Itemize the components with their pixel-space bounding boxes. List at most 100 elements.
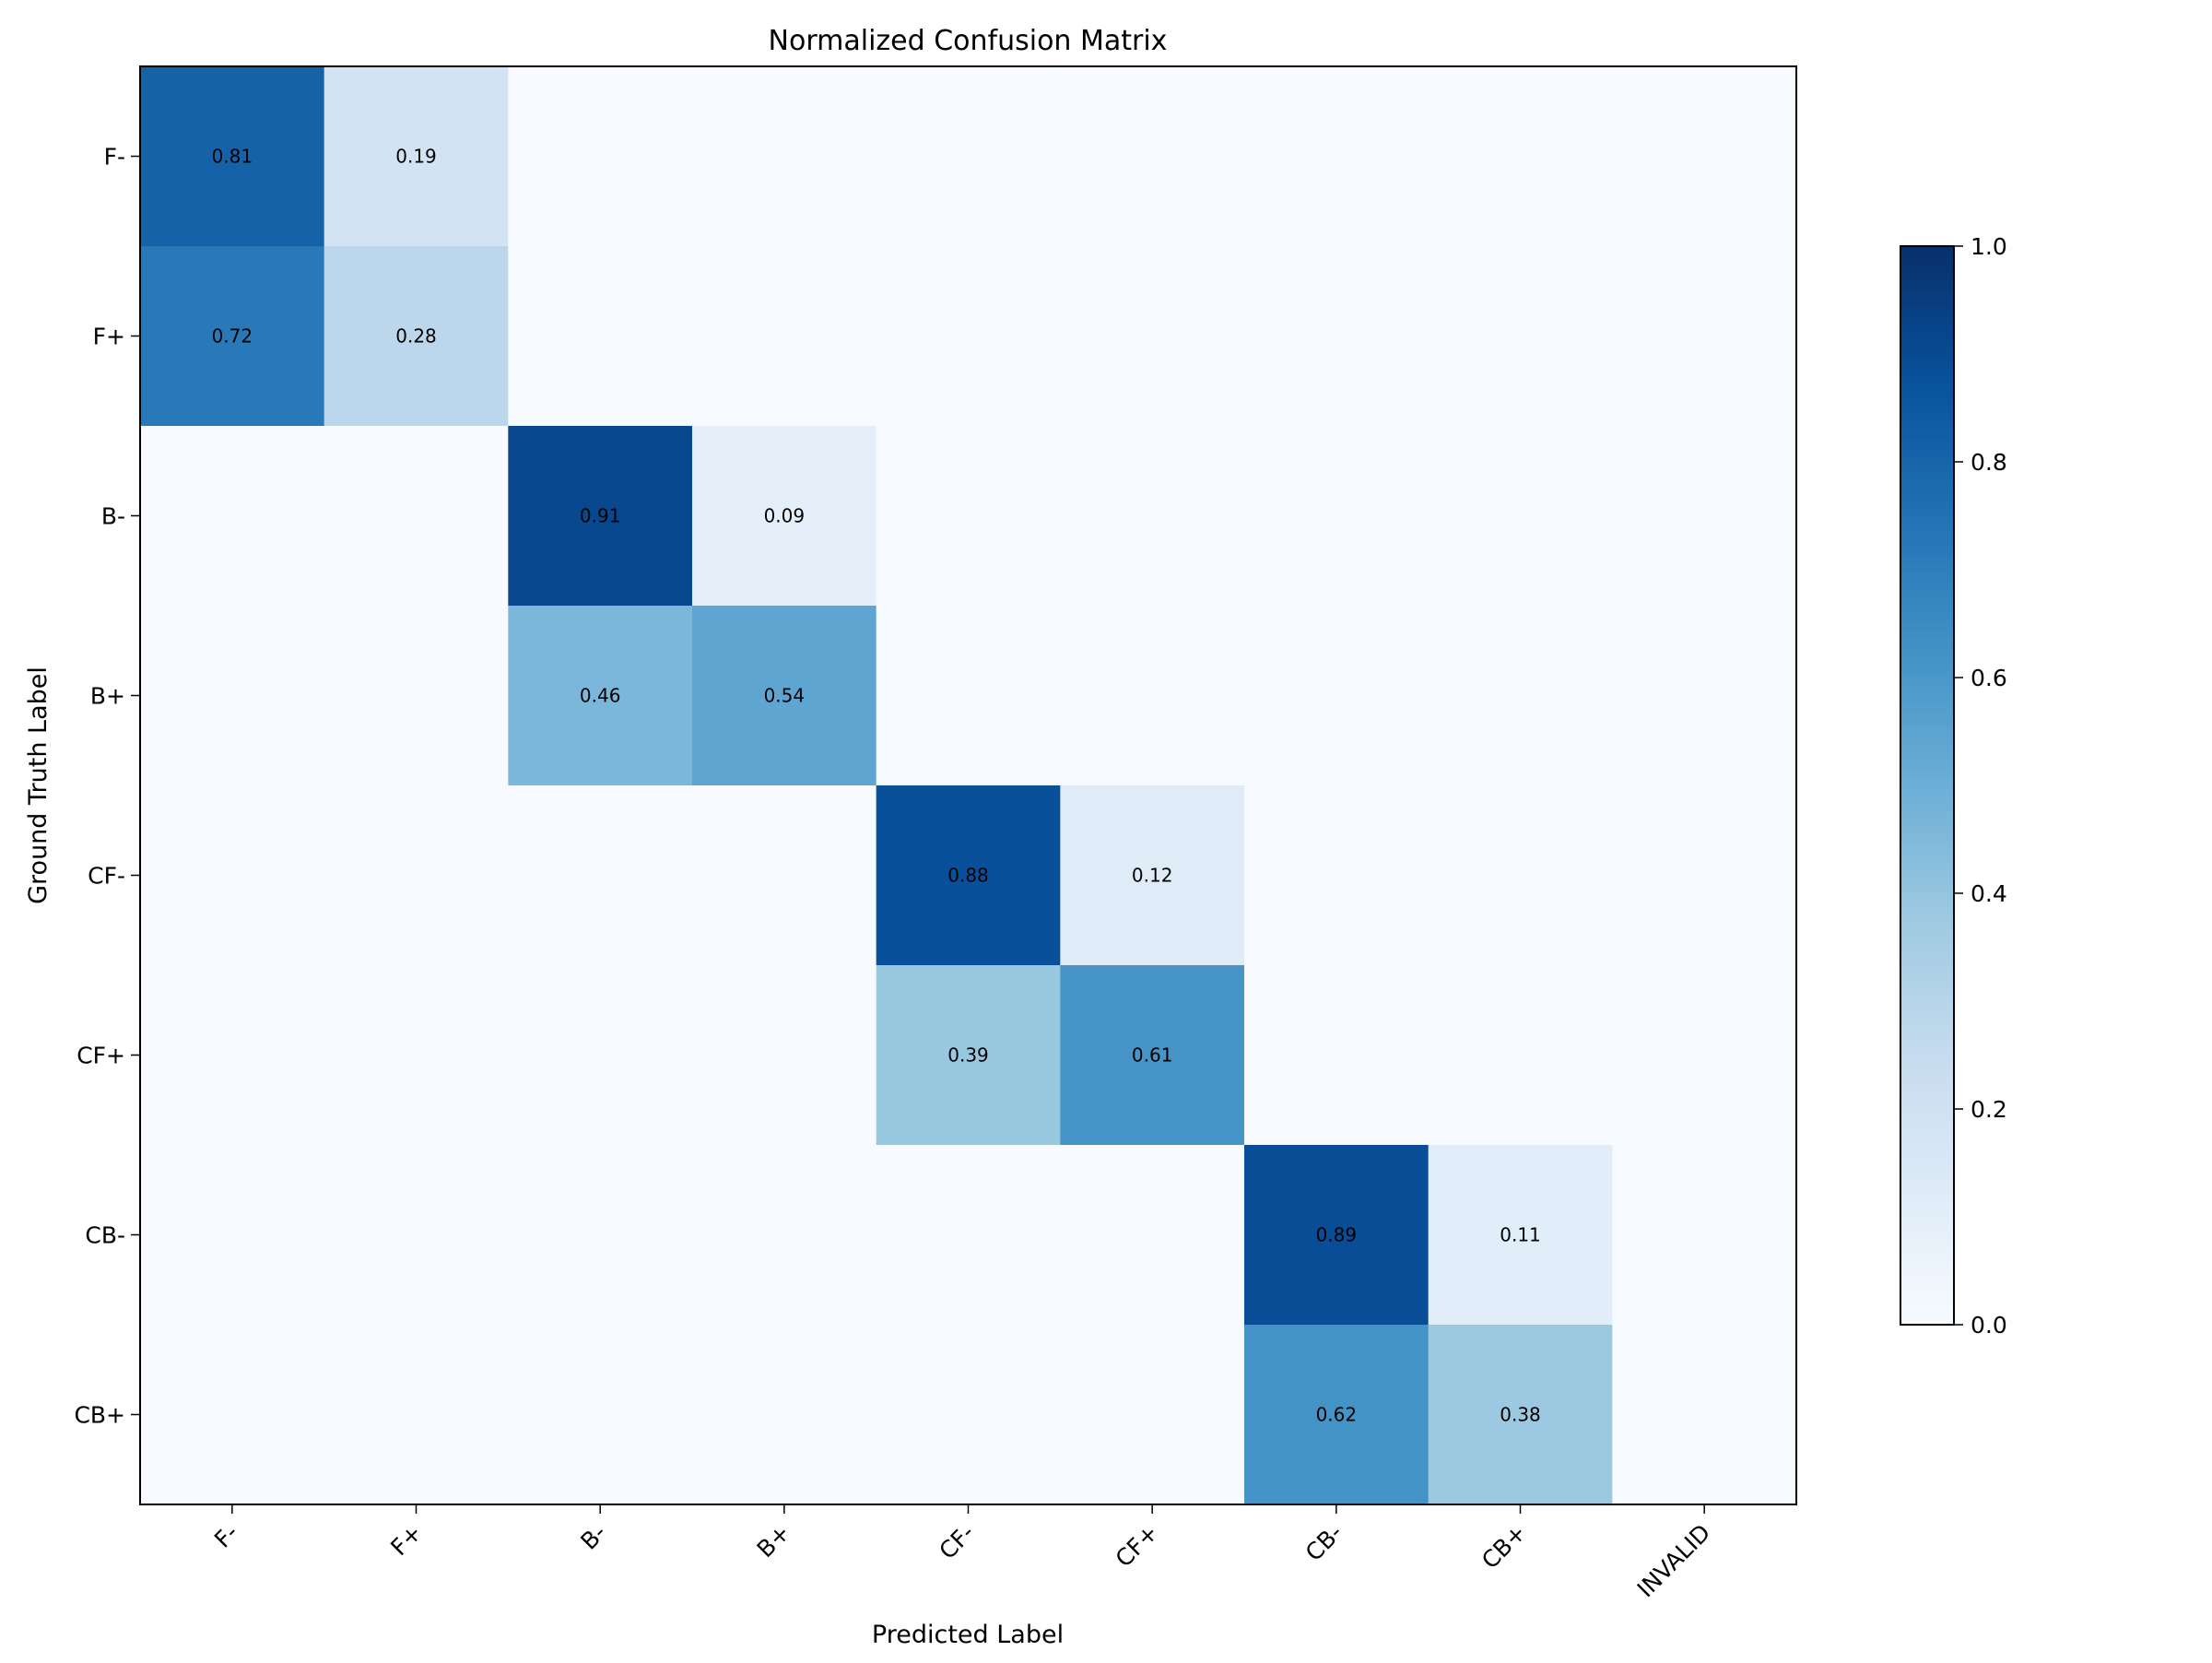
heatmap-cell-F+-CB- [1244, 246, 1430, 427]
heatmap-cell-B+-B+ [692, 606, 877, 786]
heatmap-cell-F+-F+ [324, 246, 509, 427]
heatmap-cell-B--CB- [1244, 426, 1430, 607]
heatmap-cell-CB--CF+ [1060, 1145, 1245, 1326]
cell-value-label: 0.81 [212, 146, 253, 168]
colorbar-tick-label: 0.6 [1971, 665, 2007, 691]
heatmap-cell-CB+-B- [508, 1325, 693, 1505]
x-tick-label: F+ [385, 1519, 427, 1561]
cell-value-label: 0.11 [1500, 1224, 1541, 1246]
cell-value-label: 0.46 [580, 685, 621, 707]
heatmap-cell-B+-CB+ [1428, 606, 1613, 786]
colorbar-tick-label: 0.8 [1971, 449, 2007, 476]
heatmap-cell-B+-F+ [324, 606, 509, 786]
heatmap-cell-CB+-CF- [876, 1325, 1061, 1505]
heatmap-cell-CF+-B- [508, 965, 693, 1146]
colorbar-tick-label: 0.2 [1971, 1096, 2007, 1123]
heatmap-cell-CF--INVALID [1612, 785, 1797, 966]
x-tick-label: CB+ [1477, 1519, 1532, 1575]
heatmap-cell-B+-B- [508, 606, 693, 786]
heatmap-cell-CF--CB- [1244, 785, 1430, 966]
heatmap-cell-CF--F- [140, 785, 325, 966]
heatmap-cell-F--CF+ [1060, 66, 1245, 247]
y-tick-label: B+ [90, 683, 125, 710]
cell-value-label: 0.91 [580, 505, 621, 527]
heatmap-cell-B--F- [140, 426, 325, 607]
x-tick-label: F- [209, 1519, 243, 1553]
colorbar-tick-label: 0.4 [1971, 880, 2007, 907]
x-tick-label: CB- [1300, 1519, 1347, 1566]
heatmap-cell-CF--CF+ [1060, 785, 1245, 966]
heatmap-cell-B+-F- [140, 606, 325, 786]
heatmap-cell-F--B- [508, 66, 693, 247]
heatmap-cell-B--CF+ [1060, 426, 1245, 607]
cell-value-label: 0.09 [764, 505, 806, 527]
heatmap-cell-F--CB- [1244, 66, 1430, 247]
heatmap-cell-F--INVALID [1612, 66, 1797, 247]
heatmap-cell-B--CB+ [1428, 426, 1613, 607]
heatmap-cell-CF--B- [508, 785, 693, 966]
heatmap-cell-CB--INVALID [1612, 1145, 1797, 1326]
y-tick-label: CF+ [76, 1043, 125, 1069]
y-axis-ticks: F- F+ B- B+ CF- CF+ CB- CB+ [74, 144, 140, 1429]
x-tick-label: CF- [934, 1519, 979, 1564]
cell-value-label: 0.89 [1316, 1224, 1358, 1246]
heatmap-cell-F+-B- [508, 246, 693, 427]
heatmap-cell-CB+-CF+ [1060, 1325, 1245, 1505]
heatmap-cell-B+-CF- [876, 606, 1061, 786]
heatmap-cell-B--CF- [876, 426, 1061, 607]
heatmap-cell-CF+-F+ [324, 965, 509, 1146]
heatmap-cells [140, 66, 1797, 1505]
cell-value-label: 0.88 [947, 865, 989, 887]
x-axis-ticks: F- F+ B- B+ CF- CF+ CB- CB+ INVALID [209, 1504, 1715, 1602]
heatmap-cell-B--B- [508, 426, 693, 607]
cell-value-label: 0.38 [1500, 1404, 1541, 1426]
heatmap-cell-CB+-CB+ [1428, 1325, 1613, 1505]
cell-value-label: 0.61 [1132, 1044, 1173, 1067]
heatmap-cell-F--B+ [692, 66, 877, 247]
x-tick-label: B- [575, 1519, 611, 1555]
cell-value-label: 0.54 [764, 685, 806, 707]
heatmap-cell-CB--B+ [692, 1145, 877, 1326]
heatmap-cell-CF--CB+ [1428, 785, 1613, 966]
heatmap-cell-F--F- [140, 66, 325, 247]
colorbar-tick-label: 1.0 [1971, 233, 2007, 260]
heatmap-cell-CF+-CF- [876, 965, 1061, 1146]
heatmap-cell-CB+-F- [140, 1325, 325, 1505]
heatmap-cell-CB--B- [508, 1145, 693, 1326]
heatmap-cell-CF+-F- [140, 965, 325, 1146]
heatmap-cell-F+-CB+ [1428, 246, 1613, 427]
heatmap-cell-F--F+ [324, 66, 509, 247]
heatmap-cell-B+-INVALID [1612, 606, 1797, 786]
colorbar: 0.0 0.2 0.4 0.6 0.8 1.0 [1900, 233, 2007, 1339]
heatmap-cell-F+-CF- [876, 246, 1061, 427]
x-axis-label: Predicted Label [872, 1621, 1064, 1649]
heatmap-cell-B--INVALID [1612, 426, 1797, 607]
heatmap-cell-B--F+ [324, 426, 509, 607]
heatmap-cell-F+-CF+ [1060, 246, 1245, 427]
heatmap-cell-CF+-CB+ [1428, 965, 1613, 1146]
heatmap-cell-B+-CF+ [1060, 606, 1245, 786]
heatmap-cell-B+-CB- [1244, 606, 1430, 786]
heatmap-cell-CB+-F+ [324, 1325, 509, 1505]
x-tick-label: CF+ [1111, 1519, 1164, 1573]
colorbar-tick-label: 0.0 [1971, 1312, 2007, 1339]
heatmap-cell-CB--F+ [324, 1145, 509, 1326]
heatmap-cell-CF--CF- [876, 785, 1061, 966]
y-tick-label: CB+ [74, 1402, 125, 1429]
heatmap-cell-CF+-CB- [1244, 965, 1430, 1146]
y-tick-label: CF- [88, 863, 125, 890]
heatmap-cell-CB--CB- [1244, 1145, 1430, 1326]
y-tick-label: F+ [93, 324, 125, 350]
x-tick-label: INVALID [1632, 1519, 1716, 1603]
heatmap-cell-CF+-INVALID [1612, 965, 1797, 1146]
heatmap-cell-CB--CB+ [1428, 1145, 1613, 1326]
heatmap-cell-F--CB+ [1428, 66, 1613, 247]
heatmap-cell-F+-B+ [692, 246, 877, 427]
heatmap-cell-CB--F- [140, 1145, 325, 1326]
heatmap-cell-F--CF- [876, 66, 1061, 247]
cell-value-label: 0.28 [395, 325, 437, 348]
cell-value-label: 0.12 [1132, 865, 1173, 887]
heatmap-cell-CB+-CB- [1244, 1325, 1430, 1505]
cell-value-label: 0.62 [1316, 1404, 1358, 1426]
y-tick-label: B- [101, 503, 125, 530]
